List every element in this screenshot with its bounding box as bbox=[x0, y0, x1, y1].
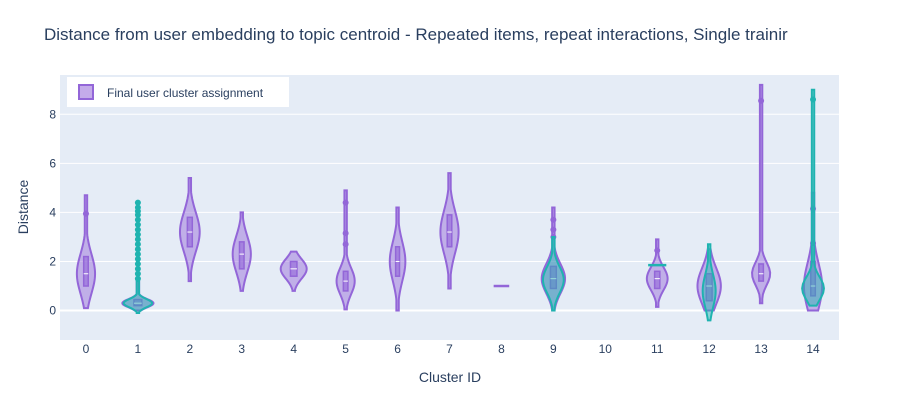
x-tick-label: 10 bbox=[599, 342, 613, 356]
violin-shape bbox=[751, 83, 772, 305]
violin-point bbox=[134, 221, 141, 228]
violin-point bbox=[342, 199, 349, 206]
y-tick-label: 6 bbox=[49, 156, 56, 170]
violin-point bbox=[82, 210, 89, 217]
violin-point bbox=[134, 199, 141, 206]
violins bbox=[75, 83, 825, 322]
violin-cat-5-series-0 bbox=[335, 189, 356, 311]
x-tick-label: 6 bbox=[394, 342, 401, 356]
violin-point bbox=[550, 216, 557, 223]
violin-point bbox=[342, 230, 349, 237]
violin-shape bbox=[541, 235, 565, 312]
violin-point bbox=[134, 275, 141, 282]
violin-shape bbox=[701, 243, 717, 322]
violin-point bbox=[134, 260, 141, 267]
y-axis-title: Distance bbox=[15, 180, 31, 235]
violin-box bbox=[810, 260, 817, 297]
legend[interactable]: Final user cluster assignment bbox=[67, 77, 289, 107]
x-tick-label: 8 bbox=[498, 342, 505, 356]
violin-cat-0-series-0 bbox=[75, 194, 97, 310]
violin-cat-3-series-0 bbox=[231, 211, 252, 292]
violin-box bbox=[653, 270, 661, 290]
violin-cat-4-series-0 bbox=[279, 250, 308, 292]
violin-box bbox=[133, 298, 143, 307]
violin-point bbox=[654, 247, 661, 254]
x-tick-label: 0 bbox=[83, 342, 90, 356]
chart-title: Distance from user embedding to topic ce… bbox=[44, 25, 788, 44]
violin-cat-11-series-0 bbox=[645, 238, 669, 308]
violin-box bbox=[82, 255, 89, 287]
violin-point bbox=[134, 204, 141, 211]
violin-cat-1-series-1 bbox=[122, 199, 154, 315]
violin-point bbox=[134, 226, 141, 233]
y-tick-label: 2 bbox=[49, 254, 56, 268]
violin-point bbox=[758, 97, 765, 104]
violin-shape bbox=[802, 191, 824, 312]
x-tick-label: 11 bbox=[651, 342, 664, 356]
x-tick-label: 2 bbox=[186, 342, 193, 356]
violin-cat-12-series-1 bbox=[701, 243, 717, 322]
violin-shape bbox=[75, 194, 97, 310]
x-tick-label: 5 bbox=[342, 342, 349, 356]
x-tick-label: 1 bbox=[135, 342, 142, 356]
x-tick-label: 9 bbox=[550, 342, 557, 356]
x-tick-label: 4 bbox=[290, 342, 297, 356]
violin-cat-7-series-0 bbox=[439, 172, 460, 290]
violin-point bbox=[134, 251, 141, 258]
violin-box bbox=[549, 265, 558, 290]
violin-box bbox=[705, 273, 713, 302]
x-axis-title: Cluster ID bbox=[419, 369, 481, 385]
violin-point bbox=[134, 236, 141, 243]
violin-point bbox=[134, 265, 141, 272]
y-tick-label: 4 bbox=[49, 205, 56, 219]
x-axis-ticks: 0 1 2 3 4 5 6 7 8 9 10 11 12 13 14 bbox=[83, 342, 820, 356]
violin-point bbox=[134, 270, 141, 277]
violin-box bbox=[238, 241, 245, 270]
x-tick-label: 7 bbox=[446, 342, 453, 356]
violin-point bbox=[134, 216, 141, 223]
violin-point bbox=[134, 231, 141, 238]
violin-cat-9-series-1 bbox=[541, 235, 565, 312]
violin-point bbox=[342, 241, 349, 248]
violin-box bbox=[446, 214, 453, 248]
x-tick-label: 14 bbox=[806, 342, 820, 356]
violin-shape bbox=[801, 88, 825, 307]
violin-point bbox=[810, 96, 817, 103]
legend-label: Final user cluster assignment bbox=[107, 86, 264, 100]
violin-point bbox=[134, 241, 141, 248]
y-tick-label: 8 bbox=[49, 107, 56, 121]
x-tick-label: 13 bbox=[754, 342, 768, 356]
violin-cat-13-series-0 bbox=[751, 83, 772, 305]
violin-box bbox=[758, 263, 765, 282]
legend-background bbox=[67, 77, 289, 107]
violin-point bbox=[134, 246, 141, 253]
y-tick-label: 0 bbox=[49, 304, 56, 318]
violin-point bbox=[134, 256, 141, 263]
x-tick-label: 12 bbox=[702, 342, 716, 356]
violin-point bbox=[550, 226, 557, 233]
violin-cat-2-series-0 bbox=[178, 177, 201, 283]
legend-swatch[interactable] bbox=[78, 84, 94, 100]
violin-shape bbox=[335, 189, 356, 311]
x-tick-label: 3 bbox=[238, 342, 245, 356]
violin-cat-6-series-0 bbox=[388, 206, 407, 312]
y-axis-ticks: 0 2 4 6 8 bbox=[49, 107, 56, 317]
violin-shape bbox=[540, 206, 567, 312]
violin-cat-9-series-0 bbox=[540, 206, 567, 312]
violin-cat-14-series-1 bbox=[801, 88, 825, 307]
